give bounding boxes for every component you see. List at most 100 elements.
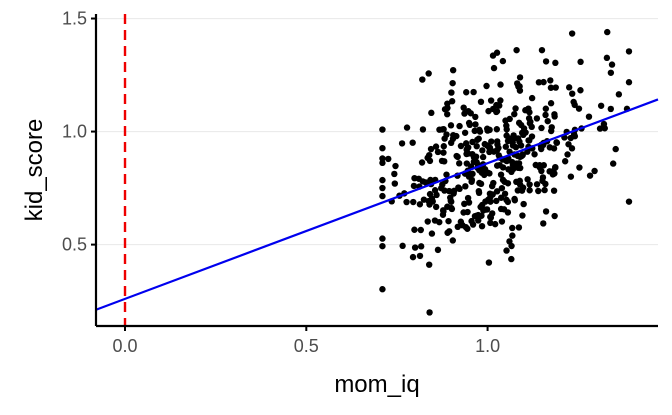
data-point bbox=[542, 105, 550, 112]
data-point bbox=[551, 111, 558, 118]
data-point bbox=[454, 223, 461, 231]
data-point bbox=[449, 66, 457, 74]
data-point bbox=[533, 181, 541, 188]
data-point bbox=[439, 211, 447, 218]
data-point bbox=[432, 203, 440, 211]
data-point bbox=[431, 187, 439, 194]
data-point bbox=[449, 237, 456, 244]
data-point bbox=[436, 218, 443, 226]
data-point bbox=[516, 74, 524, 81]
data-point bbox=[415, 175, 422, 182]
data-point bbox=[551, 212, 558, 220]
data-point bbox=[441, 158, 448, 165]
data-point bbox=[477, 98, 485, 106]
y-axis-title: kid_score bbox=[21, 119, 48, 222]
data-point bbox=[625, 48, 633, 55]
data-point bbox=[444, 111, 451, 118]
data-point bbox=[465, 144, 472, 151]
data-point bbox=[403, 124, 411, 131]
data-point bbox=[493, 108, 500, 116]
data-point bbox=[535, 79, 543, 86]
data-point bbox=[461, 200, 468, 208]
data-point bbox=[487, 198, 494, 205]
data-point bbox=[398, 140, 406, 147]
data-point bbox=[484, 125, 491, 132]
data-point bbox=[510, 165, 517, 173]
data-point bbox=[568, 30, 576, 37]
data-point bbox=[516, 138, 523, 145]
data-point bbox=[509, 224, 516, 232]
data-point bbox=[522, 107, 529, 114]
data-point bbox=[493, 188, 501, 195]
data-point bbox=[539, 177, 546, 185]
data-point bbox=[515, 224, 523, 231]
data-point bbox=[625, 79, 633, 86]
data-point bbox=[540, 162, 547, 169]
data-point bbox=[494, 141, 501, 148]
data-point bbox=[379, 192, 386, 200]
data-point bbox=[519, 152, 526, 159]
data-point bbox=[410, 198, 417, 206]
data-point bbox=[607, 105, 615, 113]
data-point bbox=[477, 180, 485, 188]
data-point bbox=[444, 229, 451, 236]
data-point bbox=[609, 160, 617, 167]
data-point bbox=[420, 196, 428, 203]
data-point bbox=[429, 198, 436, 205]
data-point bbox=[577, 58, 584, 66]
data-point bbox=[463, 89, 470, 96]
data-point bbox=[497, 194, 505, 201]
data-point bbox=[444, 100, 451, 107]
data-point bbox=[440, 143, 447, 150]
data-point bbox=[482, 198, 489, 205]
data-point bbox=[453, 152, 460, 160]
data-point bbox=[528, 94, 536, 102]
data-point bbox=[567, 134, 574, 142]
data-point bbox=[419, 126, 427, 133]
data-point bbox=[603, 54, 611, 62]
data-point bbox=[483, 82, 490, 90]
data-point bbox=[513, 178, 520, 186]
data-point bbox=[519, 212, 526, 219]
data-point bbox=[577, 87, 584, 94]
data-point bbox=[432, 143, 440, 150]
data-point bbox=[391, 170, 398, 178]
data-point bbox=[508, 255, 515, 263]
data-point bbox=[434, 246, 442, 254]
data-point bbox=[490, 64, 498, 72]
data-point bbox=[434, 148, 442, 156]
data-point bbox=[576, 164, 583, 171]
data-point bbox=[447, 122, 455, 129]
data-point bbox=[526, 187, 533, 194]
data-point bbox=[449, 79, 456, 87]
data-point bbox=[498, 218, 506, 225]
data-point bbox=[476, 128, 484, 135]
data-point bbox=[612, 145, 619, 153]
fit-line bbox=[95, 98, 659, 311]
data-point bbox=[416, 201, 424, 208]
y-tick-label: 1.5 bbox=[62, 9, 87, 29]
data-point bbox=[411, 226, 418, 233]
data-point bbox=[428, 109, 435, 117]
data-point bbox=[567, 173, 575, 180]
data-point bbox=[506, 115, 513, 123]
data-point bbox=[403, 198, 410, 206]
data-point bbox=[440, 149, 447, 156]
data-point bbox=[524, 148, 531, 155]
data-point bbox=[538, 46, 546, 54]
data-point bbox=[518, 187, 526, 194]
data-point bbox=[561, 158, 569, 165]
data-point bbox=[575, 105, 583, 112]
x-tick-label: 1.0 bbox=[475, 336, 500, 356]
data-point bbox=[444, 203, 451, 210]
data-point bbox=[463, 150, 470, 158]
data-point bbox=[552, 84, 559, 91]
data-point bbox=[461, 129, 469, 136]
data-point bbox=[385, 155, 392, 163]
data-point bbox=[469, 138, 476, 146]
data-point bbox=[379, 242, 386, 250]
data-point bbox=[597, 102, 605, 109]
data-point bbox=[548, 124, 555, 131]
data-point bbox=[497, 171, 505, 178]
